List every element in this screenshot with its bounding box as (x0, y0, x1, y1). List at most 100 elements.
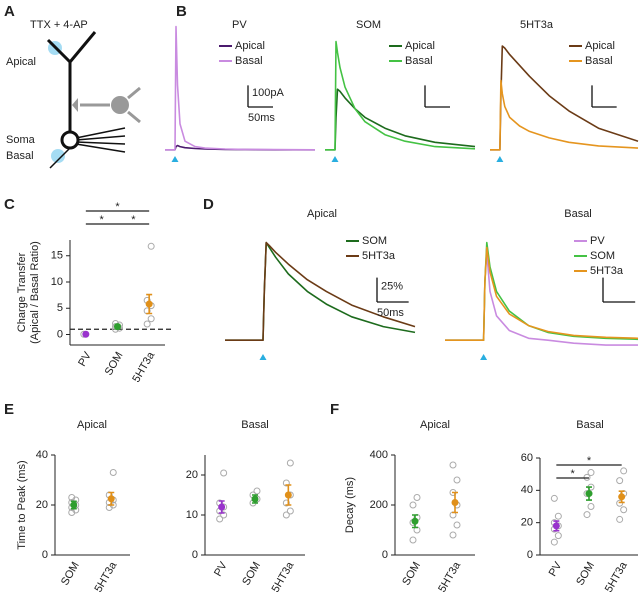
diagram-label: Soma (6, 134, 36, 146)
mean-dot (251, 495, 259, 503)
x-tick-label: SOM (103, 350, 126, 378)
y-tick-label: 400 (370, 449, 388, 461)
mean-dot (552, 522, 560, 530)
y-tick-label: 0 (192, 549, 198, 561)
panel-title: Apical (307, 208, 337, 220)
data-point (147, 242, 155, 250)
panel-label: B (176, 3, 187, 20)
legend-label: Basal (405, 55, 433, 67)
y-axis-label: Decay (ms) (344, 477, 356, 533)
x-tick-label: 5HT3a (436, 559, 463, 594)
mean-dot (145, 300, 153, 308)
y-tick-label: 15 (51, 250, 63, 262)
panel-title: 5HT3a (520, 19, 554, 31)
stimulus-marker (496, 156, 504, 162)
y-axis-label: Time to Peak (ms) (16, 460, 28, 549)
legend-label: Basal (235, 55, 263, 67)
panel-title: Basal (241, 419, 269, 431)
y-tick-label: 0 (42, 549, 48, 561)
mean-dot (618, 493, 626, 501)
x-tick-label: SOM (574, 560, 597, 588)
trace (490, 45, 639, 151)
data-point (587, 469, 595, 477)
x-tick-label: PV (212, 559, 230, 578)
stimulus-marker (331, 156, 339, 162)
data-point (449, 461, 457, 469)
y-tick-label: 60 (521, 452, 533, 464)
mean-dot (284, 491, 292, 499)
data-point (109, 469, 117, 476)
data-point (583, 511, 591, 519)
data-point (282, 511, 290, 519)
panel-title: Basal (576, 419, 604, 431)
significance-label: * (131, 214, 136, 226)
mean-dot (585, 490, 593, 498)
y-tick-label: 20 (521, 517, 533, 529)
y-tick-label: 10 (51, 276, 63, 288)
data-point (550, 494, 558, 502)
y-tick-label: 0 (527, 549, 533, 561)
legend-label: SOM (362, 235, 387, 247)
legend-label: Basal (585, 55, 613, 67)
significance-label: * (115, 201, 120, 213)
stimulus-marker (480, 354, 488, 360)
neuron-diagram: TTX + 4-AP Apical Soma Basal (6, 19, 141, 169)
trace (325, 88, 476, 151)
data-point (550, 538, 558, 546)
mean-dot (451, 499, 459, 506)
data-point (286, 459, 294, 467)
y-tick-label: 20 (36, 499, 48, 511)
panel-title: Apical (420, 419, 450, 431)
data-point (587, 503, 595, 510)
diagram-label: Basal (6, 150, 34, 162)
data-point (220, 469, 228, 477)
panel-title: SOM (356, 19, 381, 31)
data-point (409, 501, 417, 509)
scalebar-label: 25% (381, 281, 403, 293)
data-point (253, 487, 261, 495)
x-tick-label: PV (547, 559, 565, 578)
data-point (409, 536, 417, 544)
data-point (554, 532, 562, 540)
trace (445, 246, 639, 341)
data-point (620, 506, 628, 514)
data-point (216, 515, 224, 523)
x-tick-label: 5HT3a (130, 349, 157, 384)
data-point (616, 515, 624, 523)
panel-label: A (4, 3, 15, 20)
y-tick-label: 5 (57, 302, 63, 314)
panel-label: C (4, 196, 15, 213)
x-tick-label: SOM (59, 560, 82, 588)
trace (165, 25, 316, 151)
data-point (449, 531, 457, 539)
basal-dendrite (49, 127, 126, 169)
data-point (147, 315, 155, 323)
stimulus-marker (171, 156, 179, 162)
panel-label: D (203, 196, 214, 213)
scalebar-label: 100pA (252, 87, 284, 99)
data-point (554, 512, 562, 520)
y-tick-label: 10 (186, 509, 198, 521)
mean-dot (411, 517, 419, 525)
panel-title: Basal (564, 208, 592, 220)
interneuron-soma (111, 96, 129, 114)
data-point (413, 494, 421, 501)
diagram-label: Apical (6, 56, 36, 68)
legend-label: 5HT3a (590, 265, 624, 277)
significance-label: * (587, 455, 592, 467)
stim-spot (51, 149, 65, 163)
data-point (286, 507, 294, 515)
significance-label: * (571, 468, 576, 480)
data-point (220, 511, 228, 519)
data-point (143, 320, 151, 328)
legend-label: Apical (405, 40, 435, 52)
data-point (620, 467, 628, 475)
legend-label: SOM (590, 250, 615, 262)
data-point (282, 499, 290, 507)
y-tick-label: 0 (382, 549, 388, 561)
panel-title: Apical (77, 419, 107, 431)
trace (325, 40, 476, 151)
mean-dot (70, 501, 78, 509)
x-tick-label: PV (76, 349, 94, 368)
